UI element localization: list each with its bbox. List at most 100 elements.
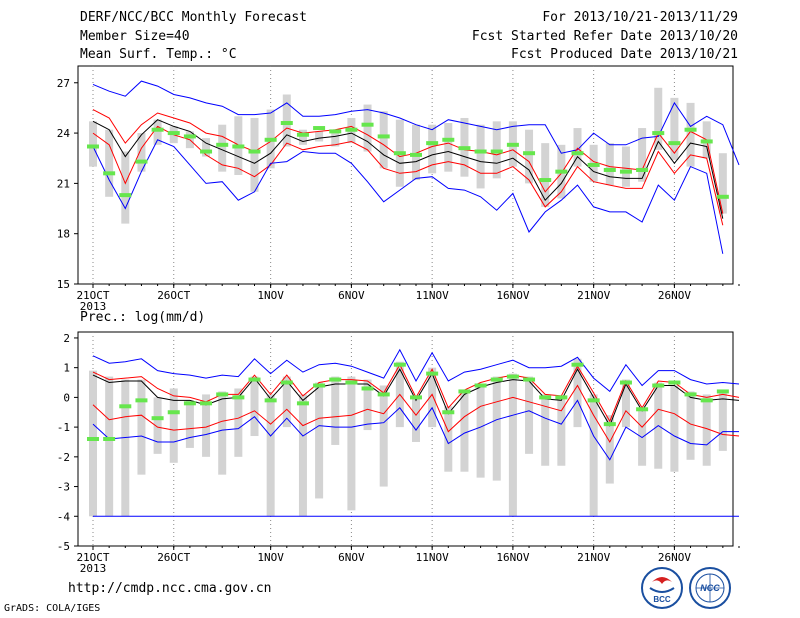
obs-marker: [87, 437, 99, 441]
spread-box: [89, 121, 97, 167]
spread-box: [621, 379, 630, 428]
x-tick-label: 26NOV: [658, 289, 691, 302]
spread-box: [573, 128, 582, 167]
obs-marker: [345, 127, 358, 132]
obs-marker: [119, 193, 132, 198]
obs-marker: [264, 398, 277, 403]
obs-marker: [523, 377, 536, 382]
member-size: Member Size=40: [80, 29, 190, 44]
y-tick-label: 18: [57, 228, 70, 241]
obs-marker: [426, 371, 439, 376]
spread-box: [137, 379, 146, 475]
obs-marker: [410, 152, 422, 157]
spread-box: [315, 131, 324, 142]
spread-box: [331, 129, 340, 147]
obs-marker: [183, 134, 196, 139]
spread-box: [266, 394, 275, 517]
svg-text:NCC: NCC: [700, 583, 720, 593]
spread-box: [412, 397, 420, 442]
spread-box: [444, 406, 453, 472]
website-url[interactable]: http://cmdp.ncc.cma.gov.cn: [68, 581, 272, 596]
spread-box: [105, 129, 114, 197]
spread-box: [89, 370, 97, 517]
obs-marker: [523, 151, 536, 156]
obs-marker: [296, 401, 309, 406]
spread-box: [379, 111, 388, 169]
spread-box: [492, 376, 501, 481]
spread-box: [218, 391, 227, 475]
spread-box: [250, 117, 259, 192]
obs-marker: [393, 151, 406, 156]
spread-box: [379, 385, 388, 487]
svg-text:BCC: BCC: [653, 595, 671, 604]
obs-marker: [248, 149, 261, 154]
y-tick-label: -5: [57, 540, 70, 553]
obs-marker: [135, 398, 148, 403]
x-tick-label: 6NOV: [338, 289, 365, 302]
refer-date: Fcst Started Refer Date 2013/10/20: [471, 29, 738, 44]
x-tick-label: 6NOV: [338, 551, 365, 564]
obs-marker: [167, 131, 180, 136]
obs-marker: [377, 134, 390, 139]
spread-box: [541, 143, 550, 207]
y-tick-label: -4: [57, 510, 71, 523]
obs-marker: [571, 362, 584, 367]
y-tick-label: 15: [57, 278, 70, 291]
obs-marker: [668, 141, 681, 146]
obs-marker: [652, 383, 665, 388]
x-tick-label: 16NOV: [496, 551, 529, 564]
spread-box: [718, 391, 727, 451]
obs-marker: [587, 162, 600, 167]
obs-marker: [652, 131, 665, 136]
obs-marker: [603, 167, 616, 172]
obs-marker: [506, 374, 519, 379]
spread-box: [702, 394, 711, 466]
spread-box: [654, 87, 663, 150]
spread-box: [573, 358, 582, 428]
series-minus-std-line: [92, 125, 724, 226]
obs-marker: [103, 171, 116, 176]
forecast-period: For 2013/10/21-2013/11/29: [542, 10, 738, 25]
obs-marker: [183, 401, 196, 406]
spread-box: [218, 124, 227, 172]
obs-marker: [716, 194, 729, 199]
x-year-label: 2013: [80, 562, 107, 575]
x-tick-label: 21OCT: [76, 289, 109, 302]
obs-marker: [442, 410, 455, 415]
grads-credit: GrADS: COLA/IGES: [4, 603, 101, 614]
obs-marker: [636, 167, 649, 172]
x-tick-label: 11NOV: [416, 289, 449, 302]
spread-box: [202, 394, 211, 457]
obs-marker: [539, 395, 552, 400]
y-tick-label: -3: [57, 481, 70, 494]
spread-box: [557, 397, 566, 466]
spread-box: [315, 382, 324, 499]
bcc-logo: BCC: [641, 567, 683, 609]
spread-box: [121, 379, 130, 517]
series-minus-std-line: [92, 384, 740, 444]
y-tick-label: 1: [63, 362, 70, 375]
spread-box: [331, 376, 340, 445]
obs-marker: [619, 380, 632, 385]
spread-box: [638, 128, 647, 182]
plot-frame: [77, 65, 734, 285]
spread-box: [363, 104, 372, 152]
obs-marker: [216, 392, 229, 397]
precip-panel-label: Prec.: log(mm/d): [80, 310, 206, 325]
spread-box: [282, 376, 291, 428]
obs-marker: [458, 389, 471, 394]
x-tick-label: 21NOV: [577, 289, 610, 302]
obs-marker: [587, 398, 600, 403]
obs-marker: [135, 159, 148, 164]
obs-marker: [329, 377, 342, 382]
spread-box: [525, 129, 534, 184]
spread-box: [508, 373, 517, 517]
spread-box: [428, 367, 437, 428]
obs-marker: [555, 169, 568, 174]
y-tick-label: 27: [57, 77, 70, 90]
obs-marker: [474, 383, 487, 388]
spread-box: [298, 129, 307, 145]
spread-box: [605, 143, 614, 186]
y-tick-label: 24: [57, 127, 71, 140]
spread-box: [670, 385, 679, 472]
